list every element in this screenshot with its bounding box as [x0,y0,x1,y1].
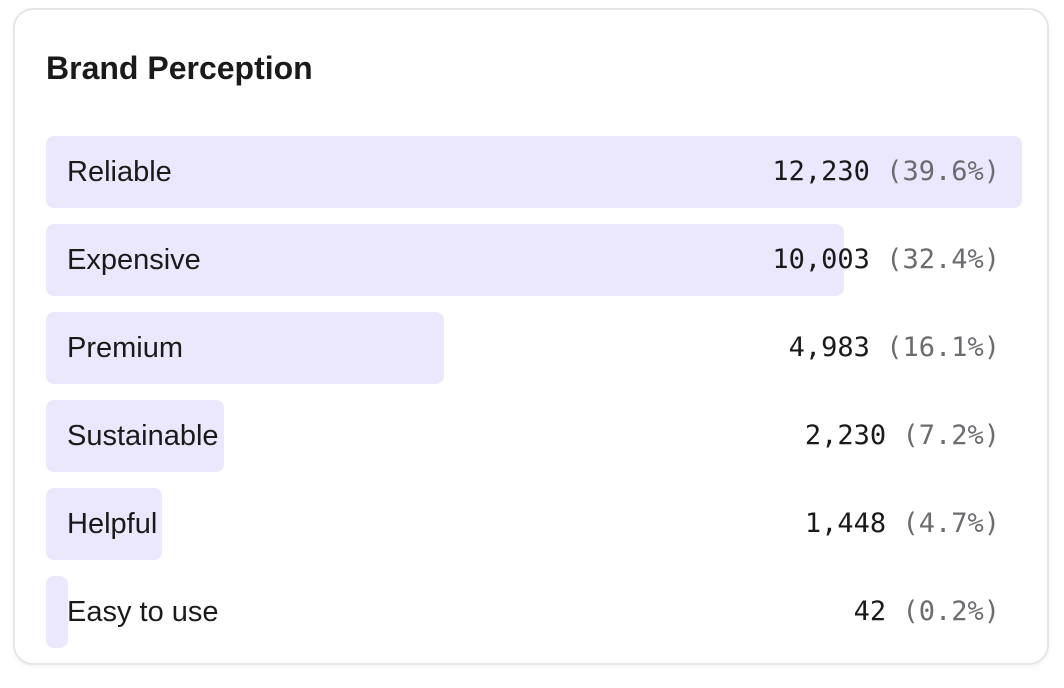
brand-perception-card: Brand Perception Reliable 12,230 (39.6%) E… [13,8,1049,665]
count-label: 4,983 [788,332,870,363]
value-label-group: 2,230 (7.2%) [805,400,1000,472]
count-label: 12,230 [772,156,870,187]
bar-row: Easy to use 42 (0.2%) [46,576,1022,648]
bar-row: Sustainable 2,230 (7.2%) [46,400,1022,472]
bar [46,136,1022,208]
bar-row: Reliable 12,230 (39.6%) [46,136,1022,208]
percent-label: (32.4%) [886,244,1000,275]
value-label-group: 1,448 (4.7%) [805,488,1000,560]
bar [46,576,68,648]
bar [46,488,162,560]
bar-label: Expensive [67,244,201,276]
bar [46,224,845,296]
value-label-group: 10,003 (32.4%) [772,224,1000,296]
bar-row: Helpful 1,448 (4.7%) [46,488,1022,560]
value-label-group: 12,230 (39.6%) [772,136,1000,208]
value-label-group: 42 (0.2%) [854,576,1000,648]
bar-row: Expensive 10,003 (32.4%) [46,224,1022,296]
count-label: 1,448 [804,508,887,539]
bar-label: Premium [67,332,184,364]
percent-label: (39.6%) [886,156,1000,187]
value-label-group: 4,983 (16.1%) [789,312,1000,384]
bar-list: Reliable 12,230 (39.6%) Expensive 10,003 (3… [46,136,1022,664]
count-label: 2,230 [804,420,887,451]
percent-label: (0.2%) [902,596,1000,627]
bar-label: Easy to use [67,596,219,628]
bar-row: Premium 4,983 (16.1%) [46,312,1022,384]
bar [46,312,444,384]
percent-label: (16.1%) [886,332,1000,363]
count-label: 42 [853,596,887,627]
percent-label: (4.7%) [902,508,1000,539]
bar-label: Reliable [67,156,172,188]
bar-label: Sustainable [67,420,219,452]
bar [46,400,224,472]
bar-label: Helpful [67,508,158,540]
percent-label: (7.2%) [902,420,1000,451]
chart-title: Brand Perception [46,50,313,86]
count-label: 10,003 [772,244,870,275]
